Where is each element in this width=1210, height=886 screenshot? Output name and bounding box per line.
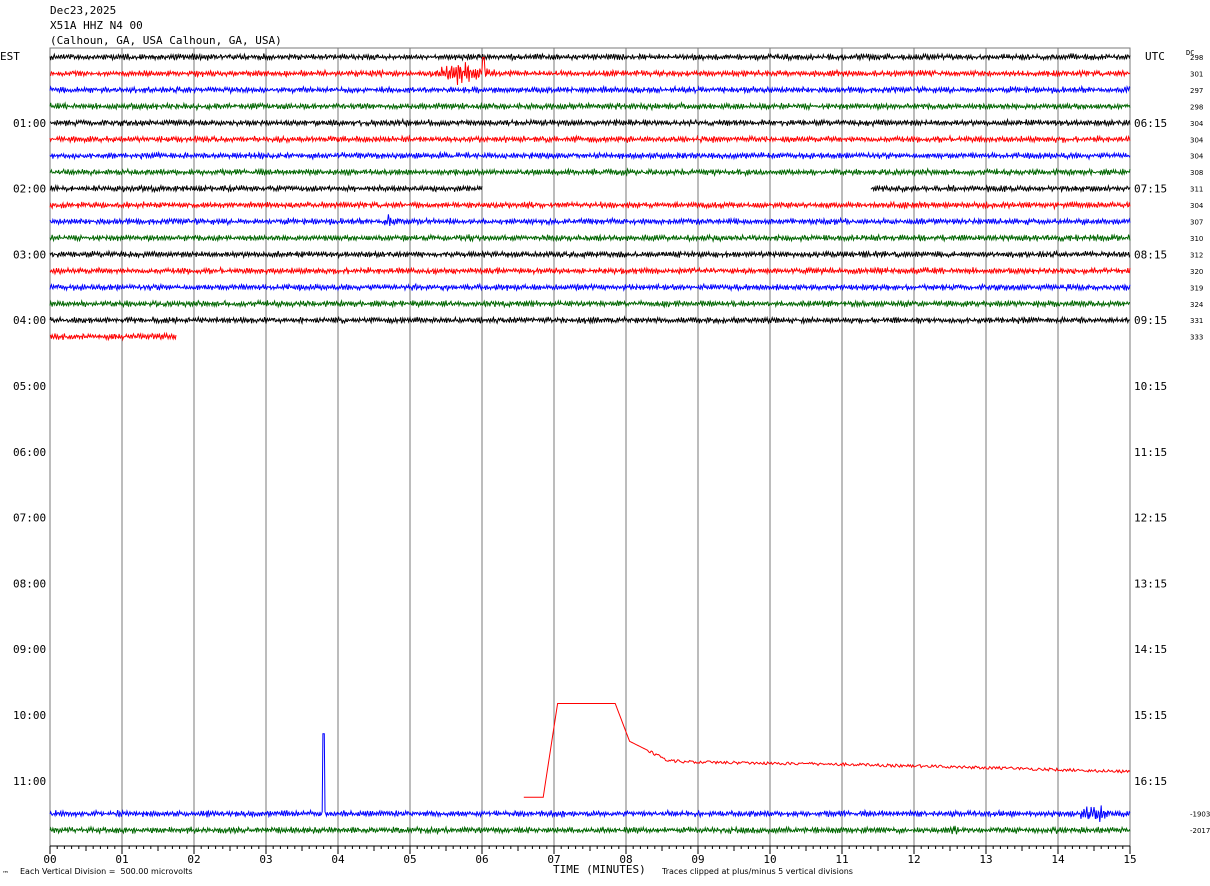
utc-time-label: 07:15: [1134, 183, 1167, 196]
utc-time-label: 11:15: [1134, 446, 1167, 459]
x-axis: 00 01 02 03 04 05 06 07 08 09 10 11 12 13 14 15: [43, 845, 1137, 866]
dc-offset-label: 301: [1190, 70, 1203, 78]
drift-trace: [523, 703, 1131, 798]
trace-12: [49, 249, 1131, 260]
dc-offset-label: -2017: [1190, 827, 1210, 835]
est-time-label: 03:00: [13, 248, 46, 261]
x-tick-label: 09: [691, 853, 704, 866]
clip-note: Traces clipped at plus/minus 5 vertical …: [662, 867, 853, 876]
est-time-label: 02:00: [13, 183, 46, 196]
est-time-label: 04:00: [13, 314, 46, 327]
x-tick-label: 00: [43, 853, 56, 866]
trace-9: [49, 200, 1131, 211]
trace-17: [49, 331, 177, 342]
trace-14: [49, 282, 1131, 293]
x-tick-label: 06: [475, 853, 488, 866]
trace-1: [49, 57, 1131, 86]
dc-offset-label: 324: [1190, 301, 1204, 309]
utc-time-label: 12:15: [1134, 512, 1167, 525]
est-time-label: 01:00: [13, 117, 46, 130]
utc-axis-title: UTC: [1145, 50, 1165, 63]
dc-offset-label: 298: [1190, 54, 1203, 62]
trace-11: [49, 233, 1131, 244]
chart-station: X51A HHZ N4 00: [50, 19, 143, 32]
corner-mark: ™: [2, 870, 9, 878]
utc-time-label: 14:15: [1134, 643, 1167, 656]
trace-2: [49, 84, 1131, 95]
x-tick-label: 13: [979, 853, 992, 866]
est-time-label: 05:00: [13, 380, 46, 393]
dc-offset-label: 304: [1190, 136, 1204, 144]
dc-offset-label: 319: [1190, 284, 1203, 292]
trace-8: [49, 183, 1131, 194]
trace-10: [49, 214, 1131, 227]
trace-7: [49, 167, 1131, 178]
x-tick-label: 11: [835, 853, 848, 866]
trace-5: [49, 134, 1131, 145]
dc-offset-label: 333: [1190, 334, 1203, 342]
grid-lines: [49, 47, 1131, 847]
dc-column-title: DC: [1186, 49, 1195, 57]
dc-offset-label: 311: [1190, 186, 1203, 194]
seismic-traces: [49, 52, 1131, 836]
dc-offset-label: 312: [1190, 251, 1203, 259]
utc-time-label: 15:15: [1134, 709, 1167, 722]
trace-4: [49, 117, 1131, 128]
dc-offset-label: 307: [1190, 219, 1203, 227]
est-time-label: 10:00: [13, 709, 46, 722]
x-tick-label: 07: [547, 853, 560, 866]
utc-time-label: 08:15: [1134, 248, 1167, 261]
x-tick-label: 04: [331, 853, 345, 866]
x-tick-label: 14: [1051, 853, 1065, 866]
dc-offset-label: 310: [1190, 235, 1203, 243]
dc-offset-label: 320: [1190, 268, 1203, 276]
x-tick-label: 02: [187, 853, 200, 866]
trace-16: [49, 315, 1131, 326]
dc-offset-label: -1903: [1190, 811, 1210, 819]
x-tick-label: 03: [259, 853, 272, 866]
utc-time-label: 09:15: [1134, 314, 1167, 327]
time-labels: 01:00 02:00 03:00 04:00 05:00 06:00 07:00 08:00…: [13, 54, 1210, 835]
plot-frame: [49, 47, 1131, 847]
vertical-division-note: Each Vertical Division = 500.00 microvol…: [20, 867, 193, 876]
est-time-label: 06:00: [13, 446, 46, 459]
est-time-label: 07:00: [13, 512, 46, 525]
utc-time-label: 06:15: [1134, 117, 1167, 130]
dc-offset-label: 304: [1190, 202, 1204, 210]
trace-6: [49, 150, 1131, 161]
est-axis-title: EST: [0, 50, 20, 63]
chart-location: (Calhoun, GA, USA Calhoun, GA, USA): [50, 34, 282, 47]
x-tick-label: 08: [619, 853, 632, 866]
x-tick-label: 05: [403, 853, 416, 866]
utc-time-label: 13:15: [1134, 577, 1167, 590]
trace-46: [49, 733, 1131, 823]
trace-0: [49, 52, 1131, 62]
utc-time-label: 10:15: [1134, 380, 1167, 393]
x-tick-label: 10: [763, 853, 776, 866]
trace-13: [49, 265, 1131, 276]
dc-offset-label: 304: [1190, 120, 1204, 128]
est-time-label: 09:00: [13, 643, 46, 656]
x-tick-label: 15: [1123, 853, 1136, 866]
dc-offset-label: 304: [1190, 153, 1204, 161]
x-tick-label: 01: [115, 853, 128, 866]
x-tick-label: 12: [907, 853, 920, 866]
est-time-label: 11:00: [13, 775, 46, 788]
dc-offset-label: 297: [1190, 87, 1203, 95]
dc-offset-label: 331: [1190, 317, 1203, 325]
trace-47: [49, 825, 1131, 836]
utc-time-label: 16:15: [1134, 775, 1167, 788]
est-time-label: 08:00: [13, 577, 46, 590]
dc-offset-label: 298: [1190, 103, 1203, 111]
dc-offset-label: 308: [1190, 169, 1203, 177]
x-axis-title: TIME (MINUTES): [553, 863, 646, 876]
trace-15: [49, 298, 1130, 309]
trace-3: [49, 101, 1131, 112]
chart-date: Dec23,2025: [50, 4, 117, 17]
